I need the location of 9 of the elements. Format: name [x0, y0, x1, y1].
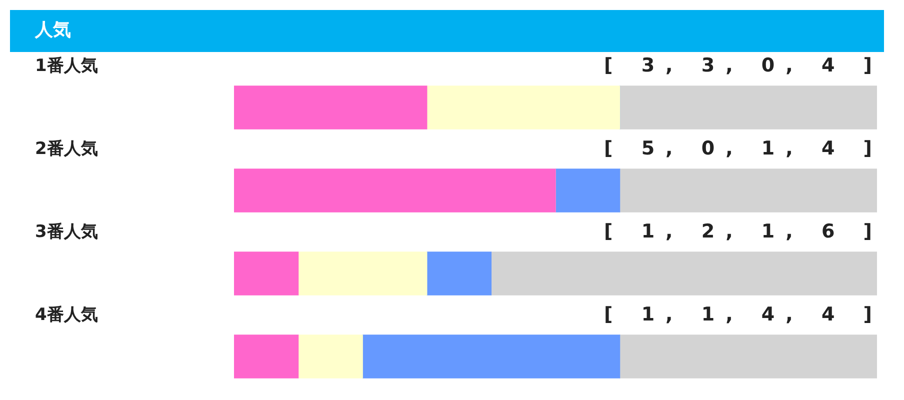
y-tick-label: 2番人気 [35, 138, 98, 159]
y-tick-label: 3番人気 [35, 222, 98, 242]
annotation: [ 5, 0, 1, 4 ] [604, 137, 883, 160]
annotation: [ 3, 3, 0, 4 ] [604, 54, 883, 76]
y-tick-label: 1番人気 [35, 56, 98, 76]
text: 人気 [34, 20, 71, 41]
annotation: [ 1, 1, 4, 4 ] [604, 303, 883, 326]
annotation: [ 1, 2, 1, 6 ] [604, 220, 883, 242]
y-tick-label: 4番人気 [35, 304, 98, 325]
